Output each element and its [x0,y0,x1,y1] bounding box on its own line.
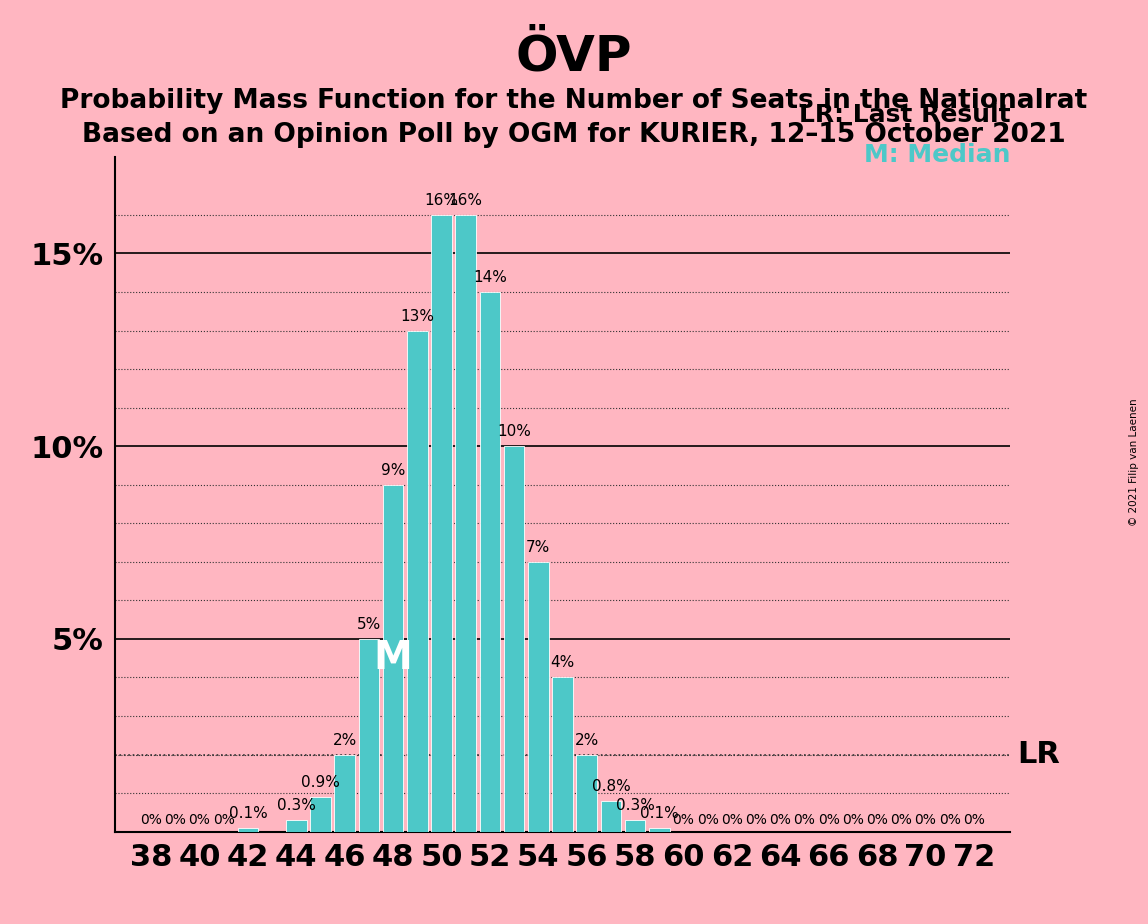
Text: 0%: 0% [793,813,815,827]
Text: Based on an Opinion Poll by OGM for KURIER, 12–15 October 2021: Based on an Opinion Poll by OGM for KURI… [83,122,1065,148]
Text: 0%: 0% [915,813,937,827]
Text: 0%: 0% [188,813,210,827]
Text: 0%: 0% [673,813,695,827]
Bar [334,755,355,832]
Text: 0%: 0% [212,813,234,827]
Text: 14%: 14% [473,270,507,285]
Text: 13%: 13% [401,309,434,323]
Text: 0%: 0% [939,813,961,827]
Text: 0.3%: 0.3% [277,798,316,813]
Text: 0%: 0% [769,813,791,827]
Text: 0%: 0% [891,813,913,827]
Text: 2%: 2% [333,733,357,748]
Bar [600,801,621,832]
Text: LR: LR [1017,740,1060,769]
Bar [528,562,549,832]
Text: 5%: 5% [357,617,381,632]
Text: 0%: 0% [867,813,889,827]
Bar [432,215,452,832]
Bar [408,331,427,832]
Text: 0%: 0% [721,813,743,827]
Text: M: M [374,639,412,677]
Text: 9%: 9% [381,463,405,478]
Bar [382,485,403,832]
Text: 16%: 16% [425,193,458,208]
Text: LR: Last Result: LR: Last Result [799,103,1010,127]
Bar [358,638,379,832]
Text: 0%: 0% [963,813,985,827]
Text: 16%: 16% [449,193,482,208]
Text: 0%: 0% [697,813,719,827]
Text: 0.1%: 0.1% [639,806,678,821]
Text: 2%: 2% [575,733,599,748]
Text: 0.1%: 0.1% [228,806,267,821]
Text: 4%: 4% [550,655,575,671]
Text: 0%: 0% [841,813,864,827]
Text: 0%: 0% [817,813,839,827]
Bar [552,677,573,832]
Bar [504,446,525,832]
Text: ÖVP: ÖVP [515,32,633,80]
Text: 0.3%: 0.3% [615,798,654,813]
Text: 0%: 0% [140,813,162,827]
Bar [310,796,331,832]
Text: Probability Mass Function for the Number of Seats in the Nationalrat: Probability Mass Function for the Number… [61,88,1087,114]
Text: 0.8%: 0.8% [591,779,630,794]
Text: 7%: 7% [526,540,550,554]
Text: 0%: 0% [164,813,186,827]
Bar [649,828,669,832]
Bar [456,215,476,832]
Bar [625,820,645,832]
Bar [238,828,258,832]
Bar [480,292,501,832]
Text: 0.9%: 0.9% [301,775,340,790]
Text: © 2021 Filip van Laenen: © 2021 Filip van Laenen [1128,398,1139,526]
Bar [286,820,307,832]
Text: 10%: 10% [497,424,532,439]
Text: 0%: 0% [745,813,767,827]
Text: M: Median: M: Median [863,143,1010,167]
Bar [576,755,597,832]
